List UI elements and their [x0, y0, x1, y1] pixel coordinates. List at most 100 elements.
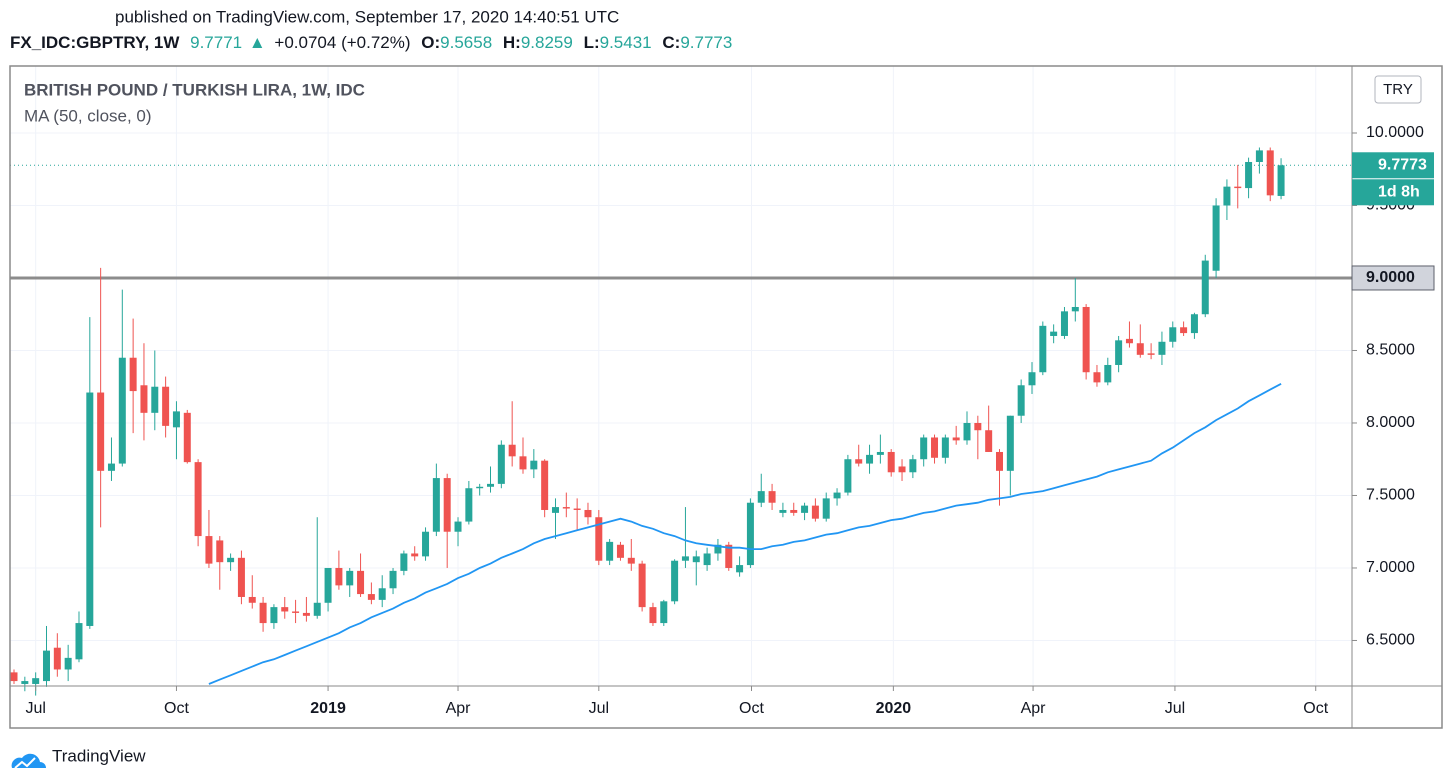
change: +0.0704 (+0.72%) — [274, 33, 410, 52]
y-tick-label: 7.0000 — [1366, 559, 1415, 576]
candle-body — [898, 466, 906, 473]
candle-body — [86, 392, 94, 626]
countdown: 1d 8h — [1378, 183, 1420, 200]
brand-logo — [11, 753, 46, 769]
candle-body — [1104, 364, 1112, 383]
candle-body — [227, 557, 235, 563]
candle-body — [1060, 311, 1068, 336]
ma-line — [208, 383, 1282, 685]
l-value: 9.5431 — [600, 33, 652, 52]
frame — [9, 65, 1443, 729]
currency: TRY — [1383, 81, 1413, 98]
candle-body — [1223, 186, 1231, 206]
candle-body — [183, 412, 191, 463]
y-tick-label: 7.5000 — [1366, 487, 1415, 504]
y-tick-label: 8.5000 — [1366, 342, 1415, 359]
candle-body — [335, 567, 343, 586]
candle-body — [465, 488, 473, 522]
candle-body — [1071, 306, 1079, 312]
y-tick-label: 8.0000 — [1366, 414, 1415, 431]
candle-body — [1006, 415, 1014, 471]
candle-body — [42, 650, 50, 682]
x-tick-label: 2019 — [310, 700, 346, 717]
candle-body — [129, 357, 137, 392]
candle-body — [1082, 306, 1090, 373]
candle-body — [768, 491, 776, 503]
candle-body — [64, 657, 72, 670]
ma-legend: MA (50, close, 0) — [24, 106, 152, 125]
c-label: C: — [662, 33, 680, 52]
candle-body — [53, 647, 61, 670]
candle-body — [811, 505, 819, 519]
candle-body — [1201, 260, 1209, 315]
candle-body — [1245, 161, 1253, 189]
candle-body — [519, 456, 527, 470]
x-tick-label: Jul — [25, 700, 45, 717]
candle-body — [75, 623, 83, 660]
candle-body — [411, 553, 419, 557]
candle-body — [32, 678, 40, 684]
candle-body — [1234, 186, 1242, 189]
candle-body — [1158, 341, 1166, 355]
arrow: ▲ — [249, 33, 266, 52]
candle-body — [1266, 150, 1274, 196]
candle-body — [378, 588, 386, 600]
candle-body — [822, 498, 830, 519]
symbol-line: FX_IDC:GBPTRY, 1W 9.7771 ▲ +0.0704 (+0.7… — [10, 33, 732, 52]
candle-body — [1028, 372, 1036, 386]
o-label: O: — [421, 33, 440, 52]
candle-body — [649, 607, 657, 624]
candle-body — [194, 462, 202, 537]
candle-body — [10, 672, 18, 682]
x-tick-label: 2020 — [876, 700, 912, 717]
candle-body — [551, 507, 559, 513]
candle-body — [541, 460, 549, 510]
candle-body — [606, 541, 614, 561]
l-label: L: — [584, 33, 600, 52]
candle-body — [248, 596, 256, 603]
candle-body — [1190, 314, 1198, 334]
candle-body — [595, 517, 603, 561]
candle-body — [237, 557, 245, 597]
y-tick-label: 10.0000 — [1366, 124, 1424, 141]
candle-body — [140, 385, 148, 413]
published-note: published on TradingView.com, September … — [115, 7, 619, 26]
candle-body — [302, 612, 310, 616]
candle-body — [714, 544, 722, 554]
candle-body — [757, 491, 765, 503]
candle-body — [985, 430, 993, 452]
candle-body — [844, 459, 852, 493]
candle-body — [1277, 165, 1285, 196]
symbol: FX_IDC:GBPTRY, 1W — [10, 33, 180, 52]
candle-body — [725, 544, 733, 568]
countdown-box — [1352, 179, 1434, 206]
candle-body — [151, 386, 159, 413]
candle-body — [508, 444, 516, 457]
candle-body — [855, 459, 863, 464]
candle-body — [931, 437, 939, 458]
candle-body — [432, 478, 440, 532]
candle-body — [692, 556, 700, 563]
candle-body — [367, 594, 375, 600]
x-tick-label: Oct — [739, 700, 764, 717]
candle-body — [454, 521, 462, 532]
candle-body — [205, 536, 213, 564]
x-tick-label: Oct — [1303, 700, 1328, 717]
candle-body — [530, 460, 538, 470]
candle-body — [584, 509, 592, 518]
x-tick-label: Apr — [1021, 700, 1047, 717]
h-value: 9.8259 — [521, 33, 573, 52]
candle-body — [974, 422, 982, 431]
candle-body — [1115, 340, 1123, 365]
candle-body — [952, 437, 960, 441]
candle-body — [97, 392, 105, 471]
candle-body — [746, 502, 754, 566]
candle-body — [281, 607, 289, 612]
candle-body — [259, 602, 267, 624]
x-tick-label: Oct — [164, 700, 189, 717]
candle-body — [346, 570, 354, 586]
candle-body — [1180, 327, 1188, 334]
candle-body — [616, 544, 624, 558]
candle-body — [909, 459, 917, 473]
